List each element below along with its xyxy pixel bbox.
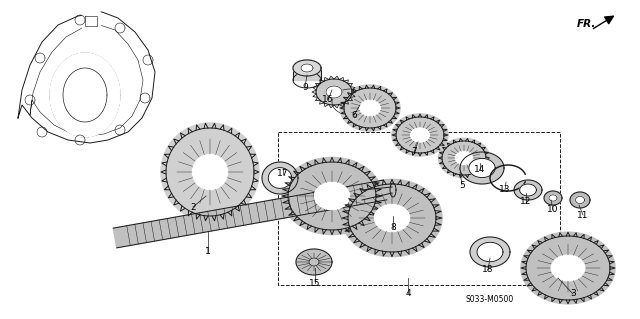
Text: 15: 15 xyxy=(309,278,321,287)
Polygon shape xyxy=(360,100,380,116)
Text: 11: 11 xyxy=(577,211,589,219)
Polygon shape xyxy=(438,138,490,178)
Polygon shape xyxy=(544,191,562,205)
Polygon shape xyxy=(282,157,382,235)
Text: 7: 7 xyxy=(411,147,417,157)
Polygon shape xyxy=(340,85,400,131)
Polygon shape xyxy=(470,237,510,267)
Polygon shape xyxy=(50,53,120,137)
Polygon shape xyxy=(316,79,352,105)
Polygon shape xyxy=(514,180,542,200)
Polygon shape xyxy=(551,255,585,281)
Text: 8: 8 xyxy=(390,224,396,233)
Polygon shape xyxy=(193,154,228,189)
Polygon shape xyxy=(82,12,100,28)
Polygon shape xyxy=(392,114,448,156)
Polygon shape xyxy=(113,180,387,248)
Text: 16: 16 xyxy=(323,95,333,105)
Text: FR.: FR. xyxy=(577,19,596,29)
Polygon shape xyxy=(314,182,349,210)
Polygon shape xyxy=(362,187,392,200)
Text: 10: 10 xyxy=(547,205,559,214)
Text: 17: 17 xyxy=(277,169,289,179)
Polygon shape xyxy=(293,68,321,80)
Polygon shape xyxy=(521,232,615,304)
Polygon shape xyxy=(293,60,321,76)
Polygon shape xyxy=(268,167,292,189)
Polygon shape xyxy=(410,128,429,142)
Polygon shape xyxy=(296,249,332,275)
Polygon shape xyxy=(520,184,536,196)
Polygon shape xyxy=(469,159,495,178)
Polygon shape xyxy=(161,123,259,221)
Text: 6: 6 xyxy=(351,110,357,120)
Polygon shape xyxy=(460,152,504,184)
Polygon shape xyxy=(549,195,557,201)
Polygon shape xyxy=(374,204,410,232)
Polygon shape xyxy=(262,162,298,194)
Text: 9: 9 xyxy=(302,83,308,92)
Polygon shape xyxy=(342,179,442,257)
Polygon shape xyxy=(326,86,342,98)
Text: 18: 18 xyxy=(483,265,493,275)
Text: 3: 3 xyxy=(570,290,576,299)
Text: 14: 14 xyxy=(474,166,486,174)
Polygon shape xyxy=(455,151,473,165)
Polygon shape xyxy=(570,192,590,208)
Polygon shape xyxy=(301,64,313,72)
Polygon shape xyxy=(575,197,584,204)
Text: 2: 2 xyxy=(190,203,196,211)
Polygon shape xyxy=(293,60,321,76)
Text: 4: 4 xyxy=(405,288,411,298)
Text: 5: 5 xyxy=(459,181,465,189)
Text: 13: 13 xyxy=(499,186,511,195)
Text: S033-M0500: S033-M0500 xyxy=(466,295,514,305)
Polygon shape xyxy=(477,242,503,262)
Text: 1: 1 xyxy=(205,248,211,256)
Text: 12: 12 xyxy=(520,197,532,206)
